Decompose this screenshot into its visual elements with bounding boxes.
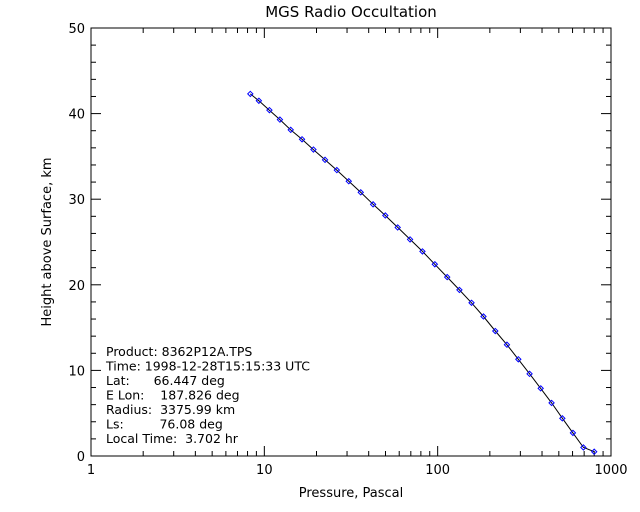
annotation-line: Lat: 66.447 deg xyxy=(106,373,225,388)
data-point xyxy=(526,370,533,378)
annotation-line: Time: 1998-12-28T15:15:33 UTC xyxy=(105,359,310,374)
data-point xyxy=(255,97,263,105)
y-axis-label: Height above Surface, km xyxy=(40,157,55,326)
data-point xyxy=(419,248,426,255)
data-point xyxy=(333,166,341,174)
chart-title: MGS Radio Occultation xyxy=(265,3,437,21)
data-point xyxy=(559,415,566,422)
data-point xyxy=(345,177,353,185)
data-point xyxy=(406,236,414,243)
annotation-line: Ls: 76.08 deg xyxy=(106,417,223,432)
x-tick-label: 1000 xyxy=(594,463,627,478)
data-point xyxy=(431,260,439,268)
series-line xyxy=(249,93,595,453)
data-point xyxy=(357,189,365,196)
data-point xyxy=(321,156,329,164)
data-point xyxy=(394,224,401,231)
x-tick-label: 10 xyxy=(256,463,273,478)
y-axis: 0 10 20 30 40 50 xyxy=(68,22,611,465)
y-tick-label: 20 xyxy=(68,279,85,294)
data-point xyxy=(276,116,284,123)
x-axis-label: Pressure, Pascal xyxy=(299,486,404,501)
annotation-line: Local Time: 3.702 hr xyxy=(106,431,239,446)
x-tick-label: 1 xyxy=(87,463,95,478)
y-tick-label: 30 xyxy=(68,193,85,208)
data-point xyxy=(468,299,475,307)
data-point xyxy=(382,212,389,219)
data-point xyxy=(480,313,487,320)
data-point xyxy=(491,327,499,335)
data-point xyxy=(503,341,511,349)
data-point xyxy=(369,201,377,208)
y-tick-label: 0 xyxy=(77,450,85,465)
y-tick-label: 40 xyxy=(68,108,85,123)
plot-frame xyxy=(90,27,612,457)
data-point xyxy=(537,385,545,392)
annotation-line: Product: 8362P12A.TPS xyxy=(106,344,252,359)
data-point xyxy=(569,429,577,437)
annotation-line: E Lon: 187.826 deg xyxy=(106,388,240,403)
data-series xyxy=(246,90,598,456)
x-tick-label: 100 xyxy=(425,463,450,478)
data-point xyxy=(580,444,587,451)
annotation-line: Radius: 3375.99 km xyxy=(106,402,235,417)
data-point xyxy=(287,126,295,134)
x-axis: 1 10 100 1000 xyxy=(87,28,628,478)
data-point xyxy=(266,106,273,114)
data-point xyxy=(310,146,317,153)
data-point xyxy=(443,273,451,281)
data-point xyxy=(590,448,598,456)
y-tick-label: 50 xyxy=(68,22,85,37)
data-point xyxy=(298,135,306,143)
data-point xyxy=(515,355,522,363)
data-point xyxy=(246,90,254,98)
data-point xyxy=(456,286,463,294)
y-tick-label: 10 xyxy=(68,364,85,379)
data-point xyxy=(548,399,555,407)
